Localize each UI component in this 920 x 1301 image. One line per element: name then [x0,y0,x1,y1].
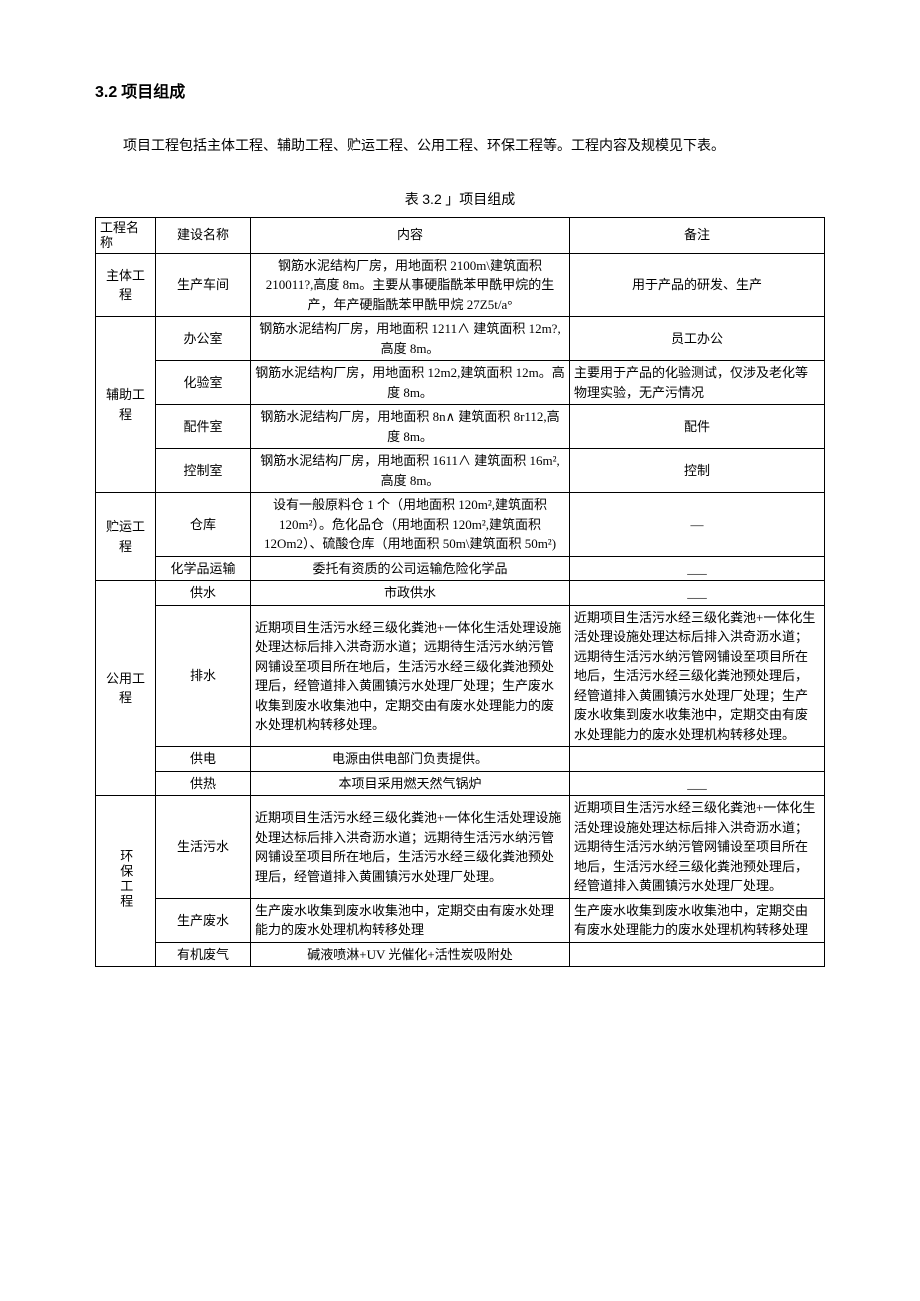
remark-cell: ___ [570,771,825,796]
section-number: 3.2 [95,84,117,101]
remark-cell: 员工办公 [570,317,825,361]
table-row: 控制室钢筋水泥结构厂房，用地面积 1611∧ 建筑面积 16m², 高度 8m。… [96,449,825,493]
remark-cell: 生产废水收集到废水收集池中，定期交由有废水处理能力的废水处理机构转移处理 [570,898,825,942]
name-cell: 生活污水 [156,796,251,899]
table-caption: 表 3.2 」项目组成 [95,188,825,212]
category-cell: 环保工程 [96,796,156,967]
content-cell: 钢筋水泥结构厂房，用地面积 8n∧ 建筑面积 8r112,高度 8m。 [251,405,570,449]
table-row: 贮运工程仓库设有一般原料仓 1 个（用地面积 120m²,建筑面积 120m²）… [96,493,825,557]
content-cell: 市政供水 [251,581,570,606]
content-cell: 委托有资质的公司运输危险化学品 [251,556,570,581]
caption-suffix: 」项目组成 [445,193,515,208]
content-cell: 碱液喷淋+UV 光催化+活性炭吸附处 [251,942,570,967]
table-row: 辅助工程办公室钢筋水泥结构厂房，用地面积 1211∧ 建筑面积 12m?,高度 … [96,317,825,361]
table-row: 供电电源由供电部门负责提供。 [96,747,825,772]
content-cell: 设有一般原料仓 1 个（用地面积 120m²,建筑面积 120m²）。危化品仓（… [251,493,570,557]
content-cell: 近期项目生活污水经三级化粪池+一体化生活处理设施处理达标后排入洪奇沥水道；远期待… [251,796,570,899]
table-row: 供热本项目采用燃天然气锅炉___ [96,771,825,796]
content-cell: 生产废水收集到废水收集池中，定期交由有废水处理能力的废水处理机构转移处理 [251,898,570,942]
name-cell: 有机废气 [156,942,251,967]
section-title: 项目组成 [121,84,185,101]
name-cell: 配件室 [156,405,251,449]
name-cell: 排水 [156,605,251,747]
name-cell: 供电 [156,747,251,772]
category-cell: 辅助工程 [96,317,156,493]
content-cell: 钢筋水泥结构厂房，用地面积 1611∧ 建筑面积 16m², 高度 8m。 [251,449,570,493]
header-name: 建设名称 [156,217,251,253]
name-cell: 化验室 [156,361,251,405]
header-remark: 备注 [570,217,825,253]
intro-paragraph: 项目工程包括主体工程、辅助工程、贮运工程、公用工程、环保工程等。工程内容及规模见… [95,134,825,161]
category-cell: 公用工程 [96,581,156,796]
remark-cell: ___ [570,581,825,606]
remark-cell: 主要用于产品的化验测试，仅涉及老化等物理实验，无产污情况 [570,361,825,405]
section-heading: 3.2 项目组成 [95,80,825,106]
remark-cell: 控制 [570,449,825,493]
header-content: 内容 [251,217,570,253]
remark-cell: 近期项目生活污水经三级化粪池+一体化生活处理设施处理达标后排入洪奇沥水道；远期待… [570,796,825,899]
table-header-row: 工程名称 建设名称 内容 备注 [96,217,825,253]
table-row: 主体工程生产车间钢筋水泥结构厂房，用地面积 2100m\建筑面积 210011?… [96,253,825,317]
table-row: 排水近期项目生活污水经三级化粪池+一体化生活处理设施处理达标后排入洪奇沥水道；远… [96,605,825,747]
category-cell: 贮运工程 [96,493,156,581]
category-cell: 主体工程 [96,253,156,317]
content-cell: 钢筋水泥结构厂房，用地面积 2100m\建筑面积 210011?,高度 8m。主… [251,253,570,317]
project-composition-table: 工程名称 建设名称 内容 备注 主体工程生产车间钢筋水泥结构厂房，用地面积 21… [95,217,825,968]
content-cell: 本项目采用燃天然气锅炉 [251,771,570,796]
caption-prefix: 表 [405,193,419,208]
content-cell: 近期项目生活污水经三级化粪池+一体化生活处理设施处理达标后排入洪奇沥水道；远期待… [251,605,570,747]
remark-cell: 用于产品的研发、生产 [570,253,825,317]
content-cell: 电源由供电部门负责提供。 [251,747,570,772]
name-cell: 供热 [156,771,251,796]
table-row: 有机废气碱液喷淋+UV 光催化+活性炭吸附处 [96,942,825,967]
name-cell: 化学品运输 [156,556,251,581]
remark-cell: ___ [570,556,825,581]
name-cell: 办公室 [156,317,251,361]
remark-cell: — [570,493,825,557]
remark-cell: 配件 [570,405,825,449]
table-row: 生产废水生产废水收集到废水收集池中，定期交由有废水处理能力的废水处理机构转移处理… [96,898,825,942]
name-cell: 控制室 [156,449,251,493]
caption-number: 3.2 [422,191,441,207]
table-row: 化验室钢筋水泥结构厂房，用地面积 12m2,建筑面积 12m。高度 8m。主要用… [96,361,825,405]
name-cell: 供水 [156,581,251,606]
remark-cell [570,747,825,772]
content-cell: 钢筋水泥结构厂房，用地面积 1211∧ 建筑面积 12m?,高度 8m。 [251,317,570,361]
name-cell: 生产废水 [156,898,251,942]
header-category: 工程名称 [96,217,156,253]
remark-cell [570,942,825,967]
table-row: 化学品运输委托有资质的公司运输危险化学品___ [96,556,825,581]
content-cell: 钢筋水泥结构厂房，用地面积 12m2,建筑面积 12m。高度 8m。 [251,361,570,405]
name-cell: 生产车间 [156,253,251,317]
remark-cell: 近期项目生活污水经三级化粪池+一体化生活处理设施处理达标后排入洪奇沥水道；远期待… [570,605,825,747]
name-cell: 仓库 [156,493,251,557]
table-row: 环保工程生活污水近期项目生活污水经三级化粪池+一体化生活处理设施处理达标后排入洪… [96,796,825,899]
table-row: 公用工程供水市政供水___ [96,581,825,606]
table-row: 配件室钢筋水泥结构厂房，用地面积 8n∧ 建筑面积 8r112,高度 8m。配件 [96,405,825,449]
